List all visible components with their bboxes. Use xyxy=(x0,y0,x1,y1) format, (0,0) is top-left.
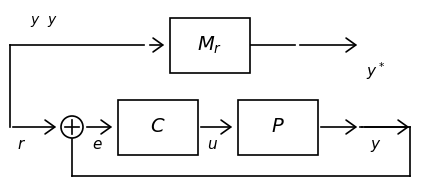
Bar xyxy=(170,18,250,73)
Text: $y\ \ y$: $y\ \ y$ xyxy=(30,14,58,29)
Text: $y$: $y$ xyxy=(370,138,382,154)
Text: $e$: $e$ xyxy=(92,138,102,152)
Bar xyxy=(118,100,198,155)
Text: $M_r$: $M_r$ xyxy=(198,35,223,56)
Text: $u$: $u$ xyxy=(206,138,218,152)
Bar xyxy=(238,100,318,155)
Text: $r$: $r$ xyxy=(17,138,27,152)
Text: $y^*$: $y^*$ xyxy=(366,60,386,82)
Text: $P$: $P$ xyxy=(271,119,285,137)
Text: $C$: $C$ xyxy=(150,119,166,137)
